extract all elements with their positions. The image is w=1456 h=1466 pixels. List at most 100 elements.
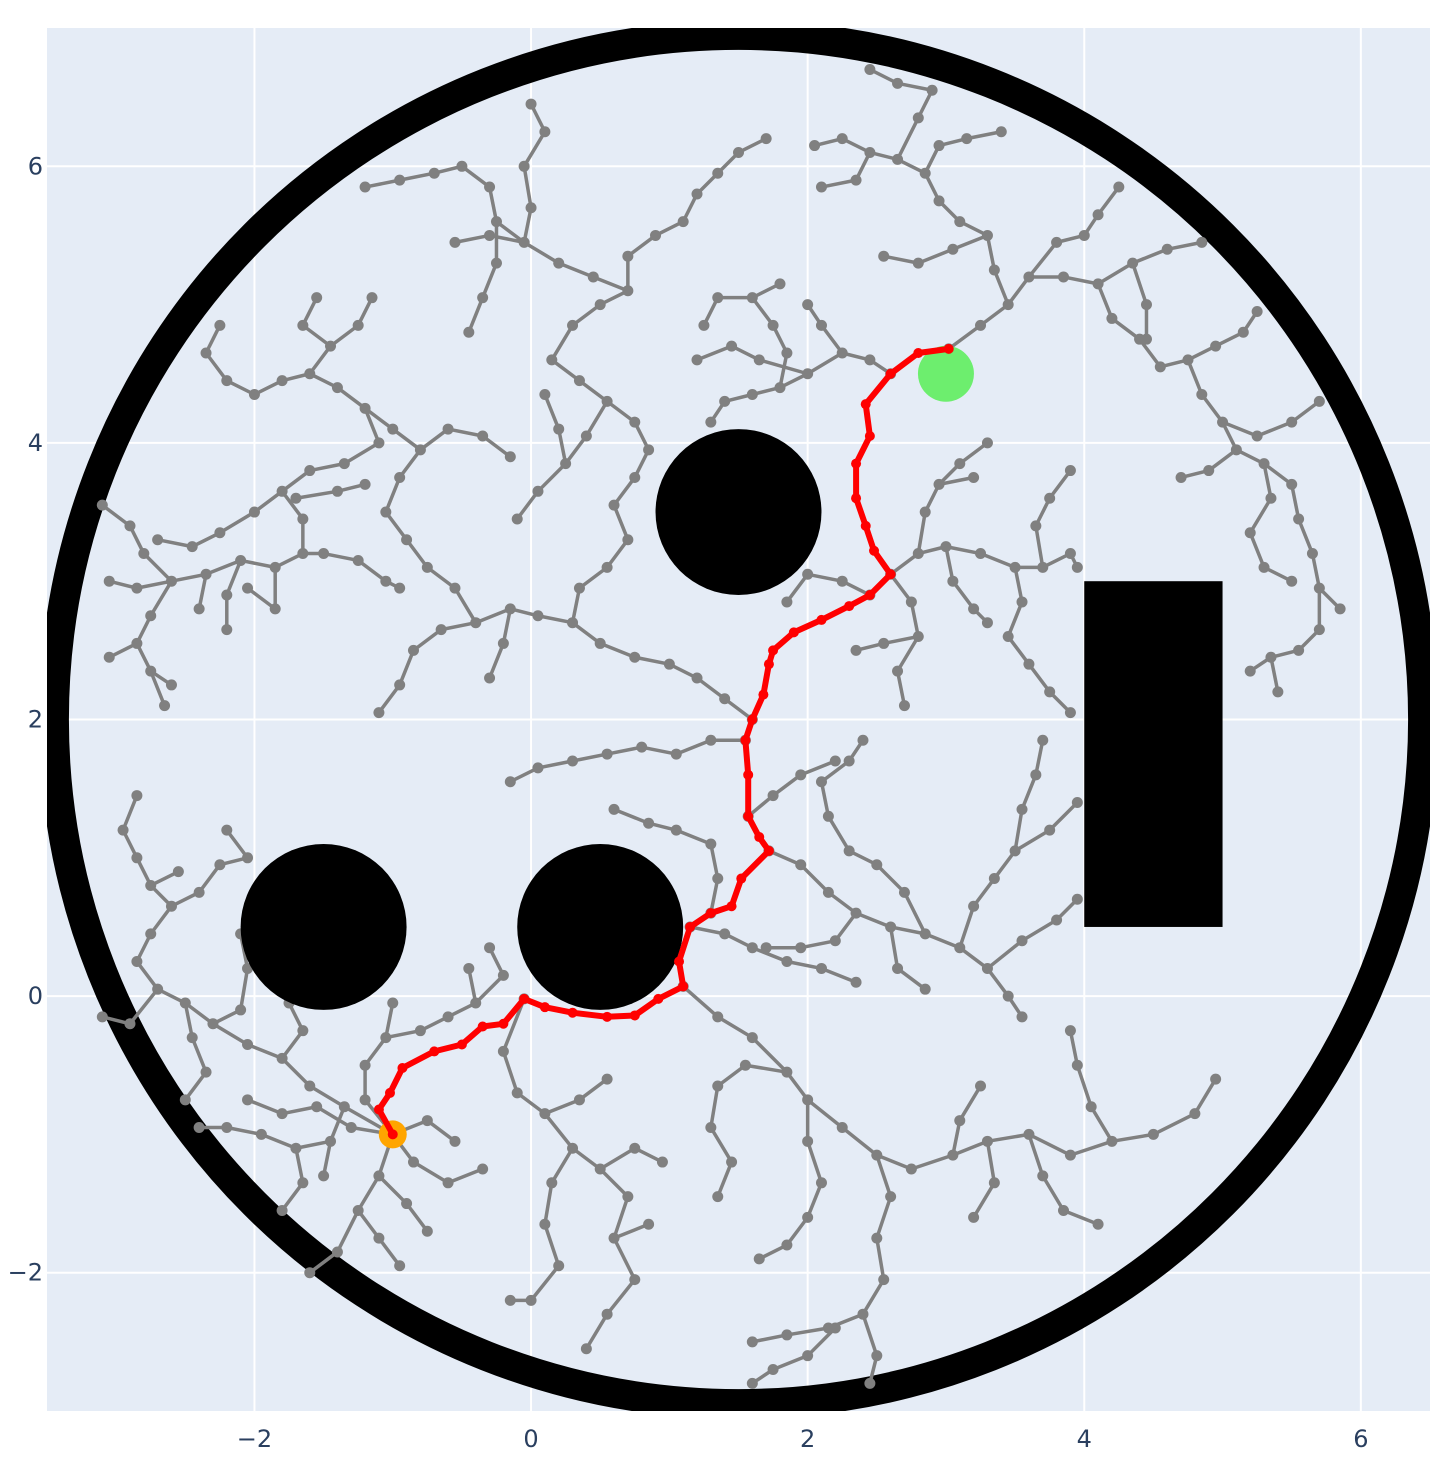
tree-edge [543, 1223, 561, 1267]
tree-node [380, 1032, 392, 1044]
tree-node [193, 603, 205, 615]
tree-edge [308, 1250, 339, 1275]
tree-node [712, 167, 724, 179]
tree-edge [412, 628, 443, 652]
x-tick-label: 4 [1077, 1425, 1092, 1453]
tree-node [172, 866, 184, 878]
tree-edge [447, 427, 483, 438]
tree-node [297, 513, 309, 525]
tree-node [802, 1094, 814, 1106]
tree-node [1306, 548, 1318, 560]
tree-edge [501, 608, 513, 644]
tree-edge [184, 1001, 215, 1026]
path-node [851, 493, 862, 504]
tree-edge [944, 546, 955, 582]
tree-edge [571, 1146, 602, 1171]
tree-node [1210, 1073, 1222, 1085]
tree-edge [584, 1313, 609, 1350]
tree-node [629, 651, 641, 663]
tree-edge [197, 863, 222, 894]
tree-node [200, 1066, 212, 1078]
tree-node [712, 873, 724, 885]
tree-node [1085, 1101, 1097, 1113]
tree-edge [605, 1278, 637, 1316]
tree-node [553, 257, 565, 269]
path-node [705, 908, 716, 919]
tree-edge [1006, 635, 1031, 666]
tree-node [242, 852, 254, 864]
tree-node [601, 395, 613, 407]
y-tick-label: 6 [28, 152, 43, 180]
tree-node [470, 617, 482, 629]
tree-edge [827, 890, 858, 915]
tree-edge [226, 1125, 262, 1137]
goal-marker [917, 345, 974, 402]
tree-node [484, 672, 496, 684]
tree-node [1286, 478, 1298, 490]
tree-node [905, 596, 917, 608]
tree-edge [1256, 420, 1293, 438]
tree-node [1230, 444, 1242, 456]
tree-edge [204, 351, 229, 382]
tree-edge [592, 275, 629, 293]
tree-node [504, 451, 516, 463]
tree-node [802, 368, 814, 380]
path-node [539, 1002, 550, 1013]
tree-node [836, 347, 848, 359]
tree-node [767, 790, 779, 802]
tree-node [1044, 492, 1056, 504]
tree-node [580, 1343, 592, 1355]
x-tick-label: −2 [237, 1425, 272, 1453]
tree-edge [183, 1071, 208, 1101]
tree-edge [405, 1202, 429, 1233]
tree-node [975, 1080, 987, 1092]
tree-node [1064, 707, 1076, 719]
tree-edge [363, 407, 381, 444]
tree-node [1147, 1128, 1159, 1140]
tree-node [338, 1101, 350, 1113]
tree-node [525, 1294, 537, 1306]
tree-node [1140, 299, 1152, 311]
tree-edge [641, 745, 677, 756]
tree-edge [806, 351, 844, 376]
tree-node [912, 257, 924, 269]
tree-node [892, 665, 904, 677]
tree-edge [612, 1237, 637, 1281]
tree-node [650, 229, 662, 241]
path-node [869, 545, 880, 556]
tree-edge [876, 1153, 913, 1171]
tree-node [1217, 416, 1229, 428]
tree-node [1258, 458, 1270, 470]
tree-node [629, 471, 641, 483]
tree-node [864, 63, 876, 75]
tree-edge [570, 587, 582, 624]
tree-edge [806, 1182, 824, 1219]
tree-edge [951, 1120, 962, 1156]
tree-edge [149, 905, 173, 935]
tree-node [781, 1066, 793, 1078]
tree-edge [909, 601, 921, 637]
tree-node [988, 873, 1000, 885]
tree-edge [1289, 484, 1301, 520]
tree-node [221, 824, 233, 836]
tree-edge [723, 697, 754, 721]
tree-edge [772, 1354, 809, 1372]
path-node [860, 399, 871, 410]
tree-node [297, 548, 309, 560]
tree-node [601, 1073, 613, 1085]
tree-node [165, 679, 177, 691]
marker-layer [373, 343, 954, 1140]
tree-node [829, 935, 841, 947]
tree-node [311, 292, 323, 304]
tree-node [822, 886, 834, 898]
tree-node [1286, 416, 1298, 428]
tree-edge [218, 510, 256, 535]
tree-node [200, 347, 212, 359]
tree-edge [335, 1209, 360, 1253]
tree-node [864, 354, 876, 366]
tree-node [138, 548, 150, 560]
tree-edge [1034, 739, 1045, 776]
tree-node [331, 382, 343, 394]
tree-node [719, 928, 731, 940]
tree-node [912, 112, 924, 124]
